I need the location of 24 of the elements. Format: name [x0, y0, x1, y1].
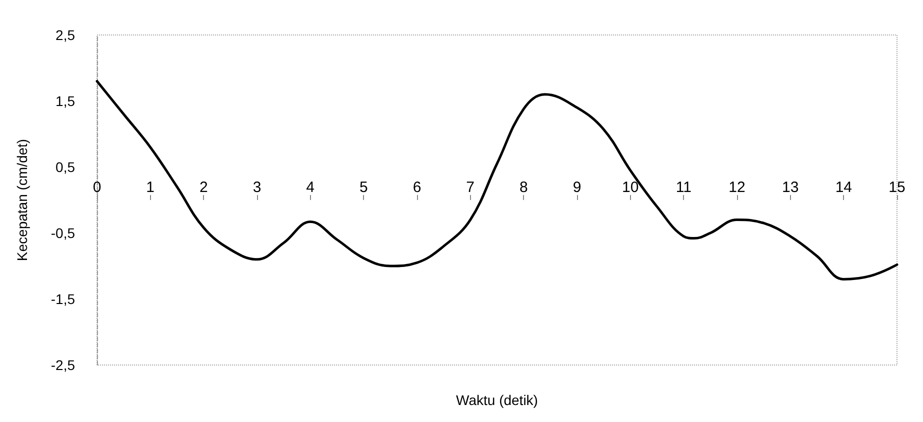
- y-tick-label: 1,5: [56, 93, 76, 109]
- y-tick-label: 2,5: [56, 27, 76, 43]
- x-tick-label: 12: [728, 179, 746, 196]
- x-tick-label: 5: [359, 179, 368, 196]
- x-tick-label: 14: [835, 179, 852, 196]
- x-tick-label: 1: [146, 179, 155, 196]
- x-tick-label: 8: [519, 179, 528, 196]
- x-axis-title: Waktu (detik): [456, 392, 538, 408]
- y-tick-label: -0,5: [50, 225, 76, 241]
- x-tick-label: 4: [306, 179, 315, 196]
- x-tick-label: 13: [782, 179, 799, 196]
- x-tick-label: 3: [252, 179, 262, 196]
- x-tick-label: 10: [622, 179, 639, 196]
- x-tick-label: 15: [888, 179, 906, 196]
- x-tick-label: 7: [466, 179, 475, 196]
- y-tick-label: 0,5: [56, 159, 76, 175]
- y-axis-title: Kecepatan (cm/det): [14, 138, 30, 262]
- y-tick-label: -2,5: [50, 357, 76, 373]
- x-tick-label: 2: [199, 179, 208, 196]
- x-tick-label: 11: [676, 179, 692, 196]
- x-tick-label: 6: [412, 179, 422, 196]
- x-tick-label: 9: [572, 179, 582, 196]
- x-tick-label: 0: [92, 179, 102, 196]
- y-tick-label: -1,5: [50, 291, 76, 307]
